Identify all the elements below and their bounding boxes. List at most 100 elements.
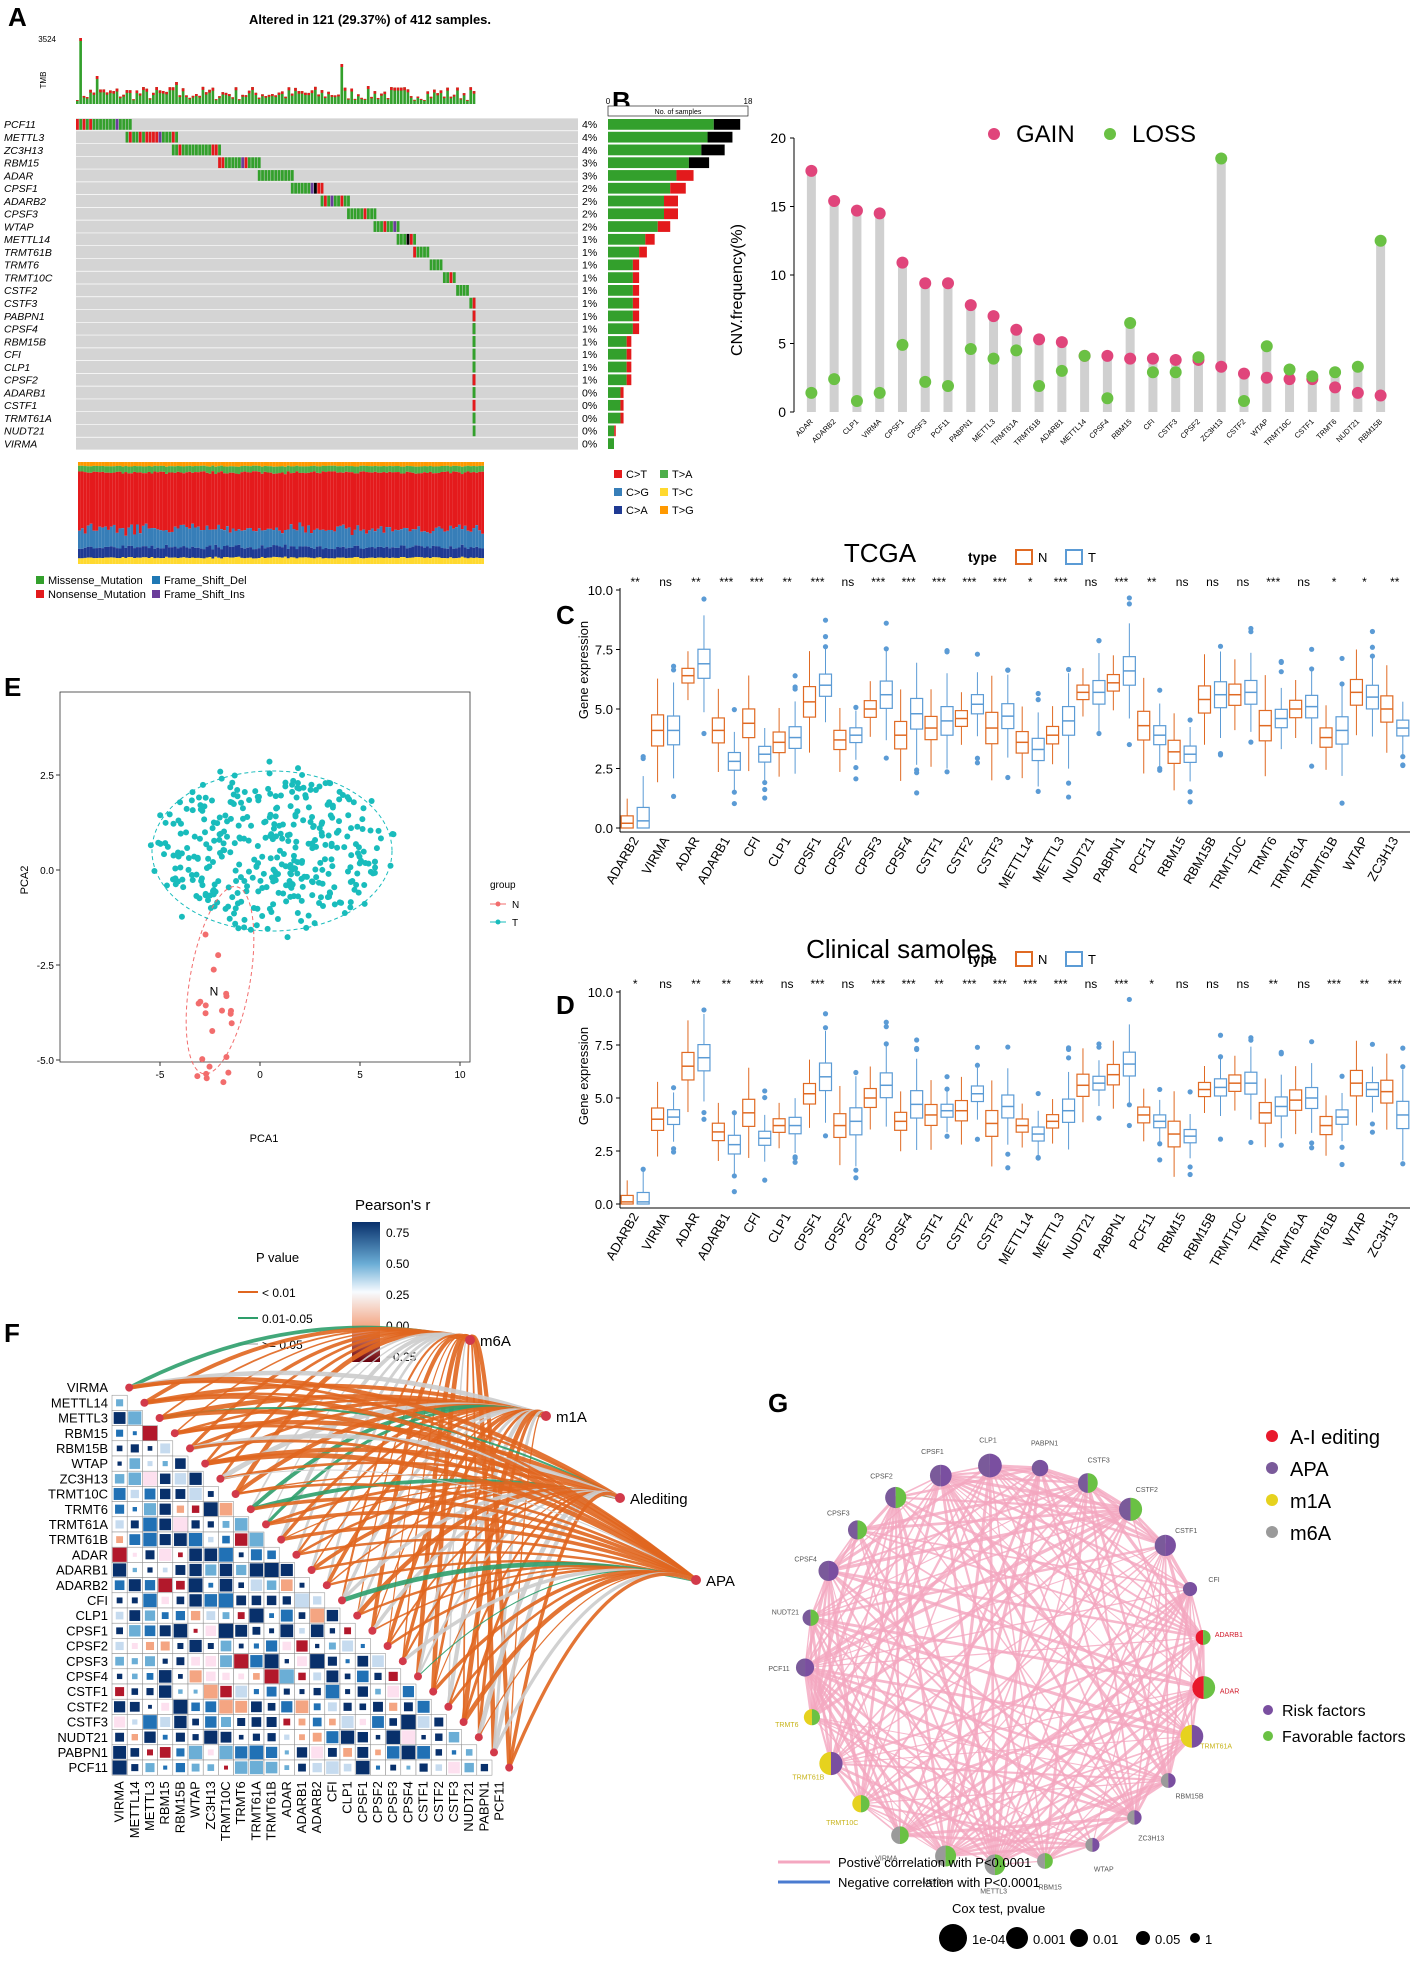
f-cell-square (163, 1765, 168, 1770)
snv-bar-segment (452, 462, 455, 466)
snv-bar-segment (426, 466, 429, 473)
tmb-bar-cap (228, 94, 231, 97)
side-bar-missense (608, 310, 633, 322)
snv-bar-segment (362, 462, 366, 466)
g-edge (809, 1616, 1046, 1862)
f-gene-node (490, 1748, 498, 1757)
snv-bar-segment (446, 548, 450, 559)
f-cell-square (177, 1642, 184, 1650)
snv-bar-segment (397, 462, 400, 467)
f-cell-square (238, 1582, 245, 1589)
g-node-label: PCF11 (768, 1666, 789, 1673)
pca-point-t (328, 840, 335, 847)
f-row-label: ADARB1 (56, 1563, 108, 1578)
f-cell-square (142, 1425, 158, 1441)
oncoplot-cell (396, 233, 400, 245)
f-gene-node (262, 1520, 270, 1529)
oncoplot-cell (452, 272, 456, 283)
tmb-bar (251, 87, 254, 104)
pca-point-t (166, 811, 173, 818)
box-category-label: WTAP (1340, 834, 1371, 873)
box-significance: ** (782, 575, 792, 589)
snv-bar-segment (365, 547, 368, 558)
oncoplot-cell (386, 221, 390, 232)
tmb-bar-cap (118, 96, 122, 99)
tmb-bar (320, 90, 324, 104)
pca-point-t (367, 868, 374, 875)
snv-bar-segment (159, 465, 163, 472)
f-row-label: CPSF1 (66, 1623, 108, 1638)
snv-bar-segment (336, 526, 339, 547)
pca-point-t (194, 855, 201, 862)
box-significance: * (1149, 977, 1154, 991)
box-significance: *** (902, 575, 916, 589)
side-bar-other (688, 157, 710, 169)
snv-bar-segment (98, 526, 102, 548)
box-category-label: WTAP (1340, 1210, 1371, 1249)
box-outlier (1369, 1129, 1376, 1135)
snv-bar-segment (370, 462, 374, 467)
snv-bar-segment (254, 465, 258, 472)
f-cell-square (176, 1505, 185, 1513)
f-cell-square (299, 1582, 305, 1588)
tmb-bar-cap (181, 88, 185, 92)
cnv-loss-point (1033, 379, 1046, 392)
pca-point-t (311, 920, 318, 927)
snv-bar-segment (368, 547, 371, 558)
snv-legend-label: T>C (672, 487, 693, 499)
cnv-gain-point (1124, 352, 1137, 365)
tmb-bar (79, 38, 82, 104)
oncoplot-cell (399, 233, 403, 245)
snv-bar-segment (466, 530, 470, 549)
pca-ytick-label: -2.5 (37, 961, 55, 972)
snv-bar-segment (98, 557, 102, 564)
side-bar-other (664, 195, 678, 207)
pca-point-t (254, 793, 261, 800)
f-cell-square (313, 1596, 322, 1605)
g-node-type-half (803, 1709, 812, 1726)
oncoplot-cell (280, 170, 284, 181)
variant-legend-swatch (152, 590, 160, 598)
g-edge (860, 1544, 1166, 1805)
f-cell-square (147, 1567, 153, 1573)
f-cell-square (249, 1761, 263, 1775)
box-significance: ns (1085, 977, 1098, 991)
box-outlier (1005, 1165, 1011, 1171)
snv-bar-segment (162, 471, 165, 531)
snv-bar-segment (283, 466, 287, 475)
tmb-bar (201, 86, 205, 104)
snv-bar-segment (397, 557, 400, 564)
box-significance: *** (993, 977, 1007, 991)
tmb-bar-cap (152, 92, 155, 96)
pca-point-t (201, 816, 208, 823)
snv-bar-segment (423, 547, 426, 558)
box-outlier (1309, 763, 1315, 769)
snv-bar-segment (104, 546, 107, 558)
g-node-factor-half (940, 1464, 952, 1487)
side-bar-other (639, 246, 647, 258)
g-node-type-half (847, 1520, 858, 1540)
snv-bar-segment (405, 548, 409, 559)
snv-bar-segment (437, 466, 441, 473)
pca-ytick-label: -5.0 (37, 1056, 55, 1067)
box-significance: *** (1023, 977, 1037, 991)
snv-bar-segment (159, 471, 163, 531)
f-gene-node (155, 1414, 164, 1422)
tmb-bar (241, 94, 244, 104)
box-outlier (1187, 717, 1193, 723)
f-cell-square (203, 1684, 218, 1699)
oncoplot-percent: 1% (582, 234, 597, 246)
f-row-label: ADAR (72, 1547, 108, 1562)
pca-point-t (319, 880, 326, 887)
snv-bar-segment (460, 556, 464, 564)
f-network-edge (204, 1453, 698, 1583)
snv-bar-segment (379, 526, 383, 547)
pca-point-t (177, 864, 184, 871)
g-node-type-half (885, 1486, 896, 1509)
tmb-bar-cap (247, 90, 251, 94)
tmb-bar-cap (241, 94, 244, 97)
f-gene-node (429, 1687, 438, 1696)
snv-bar-segment (394, 529, 397, 548)
pca-point-t (237, 874, 244, 881)
box-ytick-label: 10.0 (588, 985, 613, 1000)
